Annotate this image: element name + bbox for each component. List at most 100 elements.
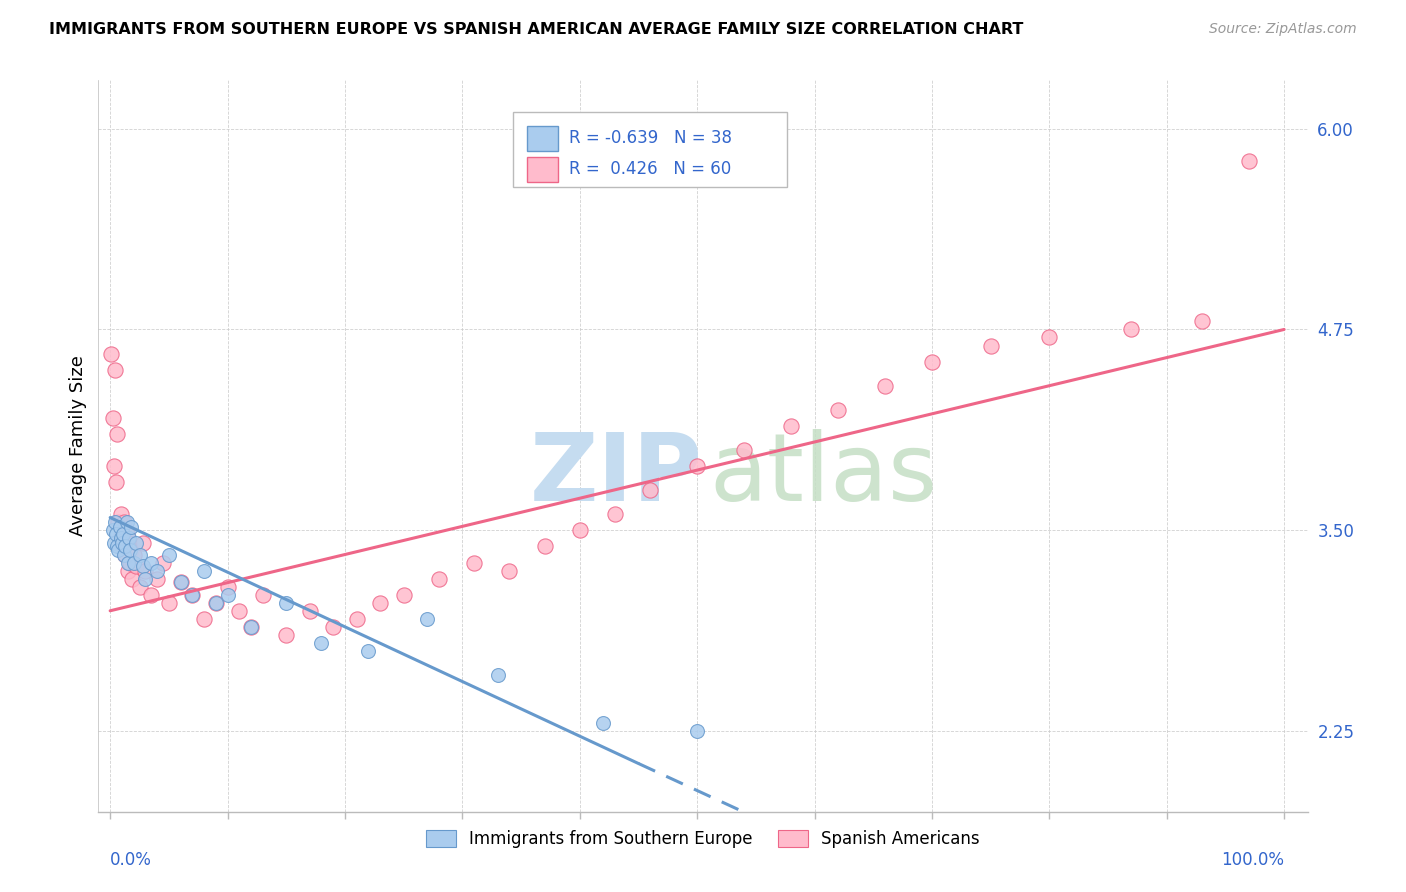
Point — [873, 378, 896, 392]
Legend: Immigrants from Southern Europe, Spanish Americans: Immigrants from Southern Europe, Spanish… — [419, 823, 987, 855]
Point — [120, 542, 142, 557]
Point — [157, 548, 180, 562]
Point — [152, 556, 174, 570]
Point — [240, 620, 263, 634]
Point — [368, 596, 391, 610]
Point — [103, 459, 125, 474]
Point — [128, 548, 150, 562]
Point — [252, 588, 274, 602]
Text: R =  0.426   N = 60: R = 0.426 N = 60 — [569, 161, 731, 178]
Point — [921, 354, 943, 368]
Point — [111, 524, 134, 538]
Point — [122, 556, 145, 570]
Point — [533, 540, 555, 554]
Point — [118, 536, 141, 550]
Point — [105, 426, 128, 441]
Point — [112, 548, 135, 562]
Point — [115, 526, 138, 541]
Point — [568, 524, 591, 538]
Point — [114, 540, 136, 554]
Point — [780, 418, 803, 433]
Point — [146, 572, 169, 586]
Point — [108, 532, 131, 546]
Point — [603, 508, 626, 522]
Point — [228, 604, 250, 618]
Point — [101, 524, 124, 538]
Point — [112, 526, 135, 541]
Point — [105, 475, 128, 490]
Point — [240, 620, 263, 634]
Point — [392, 588, 415, 602]
Point — [322, 620, 344, 634]
Point — [346, 612, 368, 626]
Point — [416, 612, 439, 626]
Point — [146, 564, 169, 578]
Point — [108, 520, 131, 534]
Point — [1121, 322, 1143, 336]
Y-axis label: Average Family Size: Average Family Size — [69, 356, 87, 536]
Text: 0.0%: 0.0% — [110, 851, 152, 869]
Point — [118, 532, 141, 546]
Point — [276, 628, 298, 642]
Point — [132, 536, 155, 550]
Point — [141, 588, 163, 602]
Text: 100.0%: 100.0% — [1220, 851, 1284, 869]
Point — [463, 556, 485, 570]
Point — [217, 588, 239, 602]
Point — [120, 556, 142, 570]
Point — [733, 443, 755, 458]
Point — [128, 580, 150, 594]
Point — [117, 556, 139, 570]
Point — [169, 574, 191, 589]
Point — [112, 516, 135, 530]
Point — [298, 604, 321, 618]
Point — [101, 410, 124, 425]
Point — [122, 548, 145, 562]
Point — [686, 724, 709, 739]
Point — [134, 564, 156, 578]
Point — [104, 516, 127, 530]
Point — [104, 362, 127, 376]
Point — [217, 580, 239, 594]
Point — [120, 520, 142, 534]
Point — [114, 548, 136, 562]
Point — [110, 508, 132, 522]
Point — [204, 596, 226, 610]
Text: ZIP: ZIP — [530, 429, 703, 521]
Point — [107, 542, 129, 557]
Point — [157, 596, 180, 610]
Point — [103, 536, 125, 550]
Point — [134, 572, 156, 586]
Point — [141, 556, 163, 570]
Point — [427, 572, 450, 586]
Point — [120, 542, 142, 557]
Point — [105, 540, 128, 554]
Point — [110, 532, 132, 546]
Point — [100, 346, 122, 360]
Point — [132, 558, 155, 573]
Point — [486, 668, 509, 682]
Text: atlas: atlas — [709, 429, 938, 521]
Point — [1038, 330, 1060, 344]
Point — [181, 588, 204, 602]
Point — [121, 572, 143, 586]
Point — [357, 644, 380, 658]
Point — [115, 516, 138, 530]
Text: Source: ZipAtlas.com: Source: ZipAtlas.com — [1209, 22, 1357, 37]
Point — [980, 338, 1002, 352]
Point — [1237, 153, 1260, 168]
Point — [204, 596, 226, 610]
Point — [111, 536, 134, 550]
Point — [112, 540, 135, 554]
Point — [193, 612, 215, 626]
Point — [592, 716, 614, 731]
Point — [125, 536, 148, 550]
Point — [169, 574, 191, 589]
Point — [311, 636, 333, 650]
Point — [181, 588, 204, 602]
Text: R = -0.639   N = 38: R = -0.639 N = 38 — [569, 129, 733, 147]
Text: IMMIGRANTS FROM SOUTHERN EUROPE VS SPANISH AMERICAN AVERAGE FAMILY SIZE CORRELAT: IMMIGRANTS FROM SOUTHERN EUROPE VS SPANI… — [49, 22, 1024, 37]
Point — [125, 558, 148, 573]
Point — [1191, 314, 1213, 328]
Point — [276, 596, 298, 610]
